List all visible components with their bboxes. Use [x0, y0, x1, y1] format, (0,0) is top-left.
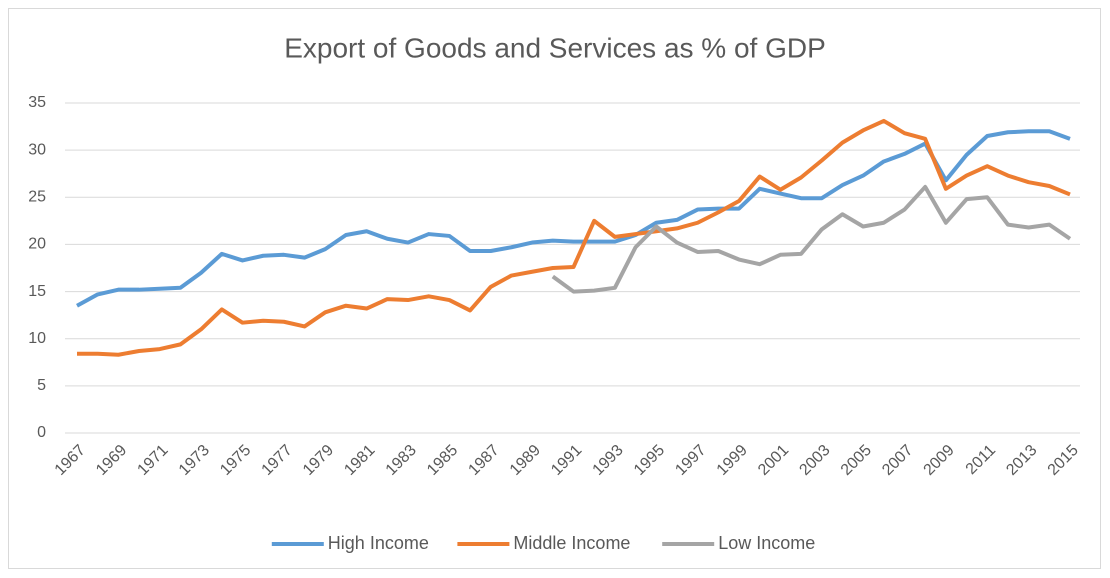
y-tick-label: 0: [37, 424, 46, 441]
series-line: [551, 184, 1072, 294]
series-line: [77, 118, 1071, 357]
y-tick-label: 35: [28, 94, 46, 111]
y-tick-label: 20: [28, 236, 46, 253]
y-tick-label: 15: [28, 283, 46, 300]
y-tick-label: 30: [28, 141, 46, 158]
legend-label: Middle Income: [513, 533, 630, 553]
chart-frame: [8, 8, 1101, 569]
series-line: [76, 129, 1071, 308]
legend-label: Low Income: [718, 533, 815, 553]
y-tick-label: 5: [37, 377, 46, 394]
legend-label: High Income: [328, 533, 429, 553]
y-tick-label: 25: [28, 189, 46, 206]
chart-title: Export of Goods and Services as % of GDP: [284, 32, 826, 63]
y-tick-label: 10: [28, 330, 46, 347]
